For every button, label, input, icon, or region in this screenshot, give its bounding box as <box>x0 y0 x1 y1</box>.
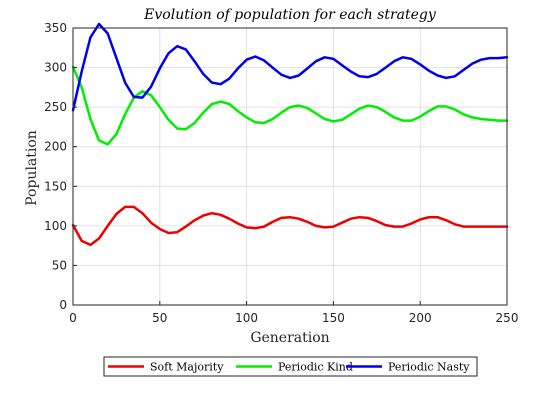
y-tick-label: 50 <box>52 258 67 272</box>
series-line-0 <box>71 205 509 247</box>
x-axis-label: Generation <box>250 330 329 346</box>
plot-box <box>72 27 508 306</box>
y-tick-label: 150 <box>44 179 67 193</box>
y-tick-label: 300 <box>44 61 67 75</box>
x-tick-label: 50 <box>152 311 167 325</box>
y-axis-ticks: 0 50 100 150 200 250 300 350 <box>44 21 77 312</box>
y-tick-label: 200 <box>44 140 67 154</box>
series-lines <box>71 22 509 247</box>
y-tick-label: 100 <box>44 219 67 233</box>
legend-box <box>103 356 478 377</box>
y-tick-label: 250 <box>44 100 67 114</box>
x-tick-label: 0 <box>69 311 77 325</box>
x-tick-label: 250 <box>496 311 519 325</box>
grid-lines <box>72 27 508 306</box>
chart-title: Evolution of population for each strateg… <box>143 7 437 23</box>
y-axis-label: Population <box>24 130 40 206</box>
legend-label-0: Soft Majority <box>150 361 224 374</box>
legend-label-1: Periodic Kind <box>278 361 353 374</box>
legend-label-2: Periodic Nasty <box>388 361 470 374</box>
y-tick-label: 0 <box>59 298 67 312</box>
series-line-2 <box>71 22 509 112</box>
x-tick-label: 200 <box>409 311 432 325</box>
x-tick-label: 100 <box>235 311 258 325</box>
legend: Soft Majority Periodic Kind Periodic Nasty <box>103 356 478 377</box>
y-tick-label: 350 <box>44 21 67 35</box>
axes <box>72 27 508 306</box>
x-axis-ticks: 0 50 100 150 200 250 <box>69 301 518 325</box>
x-tick-label: 150 <box>322 311 345 325</box>
